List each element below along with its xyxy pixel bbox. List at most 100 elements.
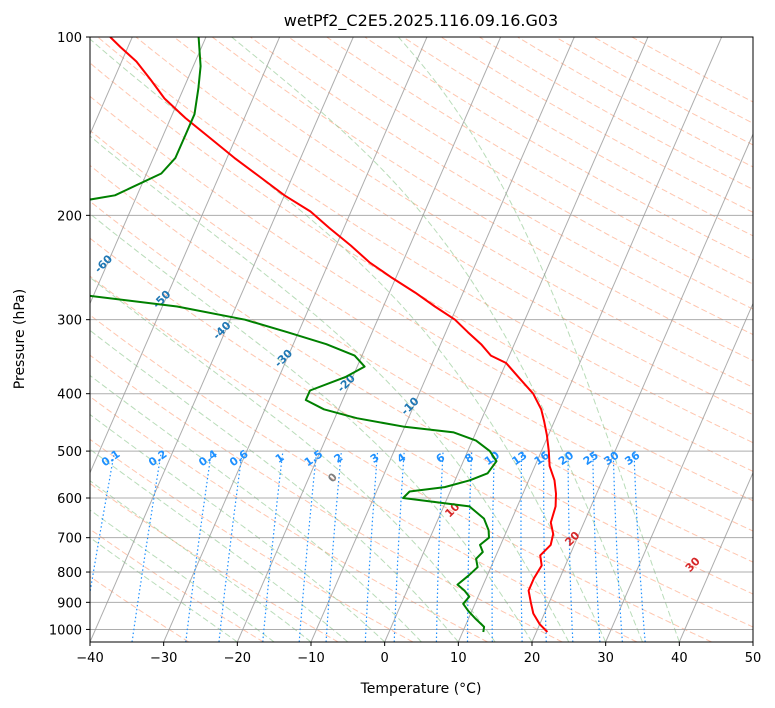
isotherm-line [310,37,575,642]
dry-adiabat [90,354,563,642]
dry-adiabat-label: -80 [0,162,7,185]
dry-adiabat [631,37,753,103]
y-tick-label: 300 [57,314,82,329]
y-tick-label: 600 [57,492,82,507]
dry-adiabat [90,275,712,642]
dewpoint-profile [90,37,498,633]
y-tick-label: 800 [57,566,82,581]
mixing-ratio-line [435,451,444,642]
y-tick-label: 500 [57,445,82,460]
mixing-ratio-label: 1 [273,451,287,466]
dry-adiabat [90,129,753,532]
isotherm-line [90,37,354,642]
y-axis-label: Pressure (hPa) [12,289,28,389]
moist-adiabat [231,37,643,642]
moist-adiabat [90,480,312,642]
x-tick-label: 40 [671,651,688,666]
background-lines [0,37,753,642]
x-tick-label: 10 [450,651,467,666]
temperature-profile [109,37,557,633]
isotherm-line [457,37,723,642]
dry-adiabat-label: -50 [150,288,173,311]
dry-adiabat-label: 0 [325,470,340,485]
x-tick-label: 50 [745,651,762,666]
x-tick-label: −40 [76,651,103,666]
mixing-ratio-line [325,451,342,642]
dry-adiabat-label: -70 [36,211,59,234]
dry-adiabat [288,37,753,310]
dry-adiabat [593,37,753,124]
plot-frame [89,36,754,643]
mixing-ratio-line [364,451,379,642]
dry-adiabat [90,314,638,642]
x-axis-label: Temperature (°C) [360,681,482,697]
dry-adiabat-label: -30 [272,346,295,369]
isotherm-line [531,132,753,642]
dry-adiabat [90,95,753,502]
dry-adiabat [326,37,753,285]
mixing-ratio-label: 6 [434,451,448,466]
dry-adiabat [97,37,753,444]
isotherm-line [605,302,753,642]
mixing-ratio-line [262,451,284,642]
dry-adiabat [90,200,753,595]
dry-adiabat [90,575,190,642]
isotherm-line [90,37,281,474]
isotherm-line [236,37,502,642]
mixing-ratio-label: 4 [395,451,409,466]
axes: −40 −30 −20 −10 0 10 20 30 40 5010020030040050060… [49,31,761,666]
moist-adiabat [90,509,275,642]
moist-adiabat [90,329,459,642]
y-tick-label: 100 [57,31,82,46]
isotherm-line [0,37,59,642]
dry-adiabat [90,482,339,642]
y-tick-label: 200 [57,209,82,224]
x-tick-label: −10 [297,651,324,666]
dry-adiabat [517,37,753,168]
dry-adiabat [90,396,488,642]
moist-adiabat [90,448,349,642]
isotherm-line [163,37,428,642]
moist-adiabat [90,276,496,642]
dry-adiabat [211,37,753,362]
mixing-ratio-line [592,451,601,642]
dry-adiabat [479,37,753,190]
y-tick-label: 700 [57,532,82,547]
moist-adiabat [398,37,680,642]
moist-adiabat [90,135,570,642]
dry-adiabat [90,528,264,642]
mixing-ratio-label: 2 [332,451,346,466]
mixing-ratio-line [185,451,213,642]
mixing-ratio-label: 8 [462,451,476,466]
x-tick-label: 30 [597,651,614,666]
x-tick-label: 20 [524,651,541,666]
x-tick-label: −30 [150,651,177,666]
dry-adiabat [90,237,753,628]
dry-adiabat [555,37,753,146]
isotherm-line [752,640,753,642]
chart-title: wetPf2_C2E5.2025.116.09.16.G03 [284,11,558,31]
moist-adiabat [90,537,238,642]
moist-adiabat [90,413,386,642]
x-tick-label: 0 [381,651,389,666]
dry-adiabat [364,37,753,261]
dry-adiabat [173,37,753,388]
mixing-ratio-line [131,450,163,642]
moist-adiabat [90,38,607,642]
dry-adiabat [250,37,753,336]
mixing-ratio-line [90,450,116,597]
isotherm-line [678,471,753,642]
moist-adiabat [90,213,533,642]
dry-adiabat [135,37,753,416]
mixing-ratio-line [520,451,523,642]
mixing-ratio-line [633,451,646,642]
moist-adiabat [90,374,422,642]
dry-adiabat-label: -10 [398,394,421,417]
isotherm-line [384,37,649,642]
isotherm-line [90,37,207,305]
y-tick-label: 400 [57,388,82,403]
x-tick-label: −20 [224,651,251,666]
mixing-ratio-line [218,451,243,642]
mixing-ratio-line [491,451,495,642]
